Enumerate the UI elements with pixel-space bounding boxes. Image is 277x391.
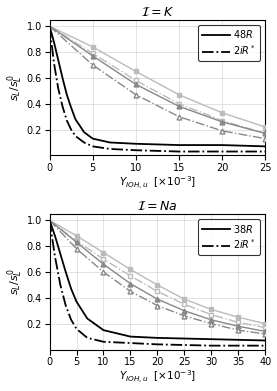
$38R$ (156, 335, 159, 340)
Legend: $48R$, $2iR^*$: $48R$, $2iR^*$ (199, 25, 260, 61)
$2iR^*$ (48, 24, 51, 29)
$2iR^*$ (82, 140, 86, 145)
$38R$ (53, 233, 57, 238)
$48R$ (108, 140, 112, 145)
$38R$ (48, 218, 51, 222)
$2iR^*$ (75, 326, 78, 331)
$2iR^*$ (61, 104, 64, 109)
$48R$ (82, 130, 86, 135)
$48R$ (70, 105, 73, 110)
$2iR^*$ (52, 60, 55, 65)
$2iR^*$ (129, 341, 132, 345)
$2iR^*$ (59, 283, 62, 287)
Y-axis label: $s_L/s_L^0$: $s_L/s_L^0$ (6, 74, 25, 101)
$38R$ (210, 337, 213, 341)
X-axis label: $Y_{\mathit{IOH},u}$  $[\times10^{-3}]$: $Y_{\mathit{IOH},u}$ $[\times10^{-3}]$ (119, 174, 196, 191)
Line: $38R$: $38R$ (50, 220, 265, 341)
$2iR^*$ (57, 86, 60, 91)
Line: $48R$: $48R$ (50, 26, 265, 146)
$48R$ (220, 143, 224, 147)
$38R$ (129, 334, 132, 339)
Y-axis label: $s_L/s_L^0$: $s_L/s_L^0$ (6, 268, 25, 295)
Line: $2iR^*$: $2iR^*$ (50, 26, 265, 152)
$2iR^*$ (156, 342, 159, 347)
$48R$ (177, 143, 181, 147)
$2iR^*$ (210, 343, 213, 348)
$38R$ (86, 316, 89, 321)
$2iR^*$ (53, 254, 57, 259)
$48R$ (65, 92, 68, 97)
$48R$ (48, 24, 51, 29)
$38R$ (70, 287, 73, 291)
$48R$ (74, 117, 77, 122)
$2iR^*$ (108, 147, 112, 151)
$2iR^*$ (48, 218, 51, 222)
$2iR^*$ (70, 317, 73, 322)
$38R$ (263, 338, 267, 343)
$38R$ (59, 251, 62, 256)
$2iR^*$ (91, 144, 94, 149)
$48R$ (263, 144, 267, 149)
$2iR^*$ (86, 335, 89, 340)
X-axis label: $Y_{\mathit{IOH},u}$  $[\times10^{-3}]$: $Y_{\mathit{IOH},u}$ $[\times10^{-3}]$ (119, 369, 196, 386)
$2iR^*$ (70, 127, 73, 132)
$38R$ (64, 270, 67, 274)
Line: $2iR^*$: $2iR^*$ (50, 220, 265, 346)
$38R$ (102, 328, 105, 332)
$48R$ (134, 142, 137, 146)
$2iR^*$ (134, 148, 137, 152)
Title: $\mathcal{I} = K$: $\mathcal{I} = K$ (141, 5, 174, 18)
$2iR^*$ (65, 118, 68, 123)
$38R$ (75, 300, 78, 304)
$48R$ (52, 39, 55, 44)
$2iR^*$ (74, 134, 77, 138)
Legend: $38R$, $2iR^*$: $38R$, $2iR^*$ (199, 219, 260, 255)
$48R$ (91, 136, 94, 141)
Title: $\mathcal{I} = Na$: $\mathcal{I} = Na$ (137, 200, 178, 213)
$2iR^*$ (102, 339, 105, 344)
$2iR^*$ (177, 149, 181, 154)
$2iR^*$ (263, 149, 267, 154)
$2iR^*$ (263, 343, 267, 348)
$2iR^*$ (220, 149, 224, 154)
$2iR^*$ (64, 303, 67, 308)
$48R$ (61, 75, 64, 80)
$48R$ (57, 57, 60, 62)
